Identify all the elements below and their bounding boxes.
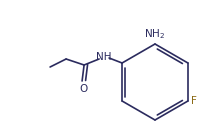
Text: F: F (191, 96, 197, 106)
Text: NH$_2$: NH$_2$ (145, 27, 165, 41)
Text: NH: NH (96, 52, 112, 62)
Text: O: O (79, 84, 87, 94)
